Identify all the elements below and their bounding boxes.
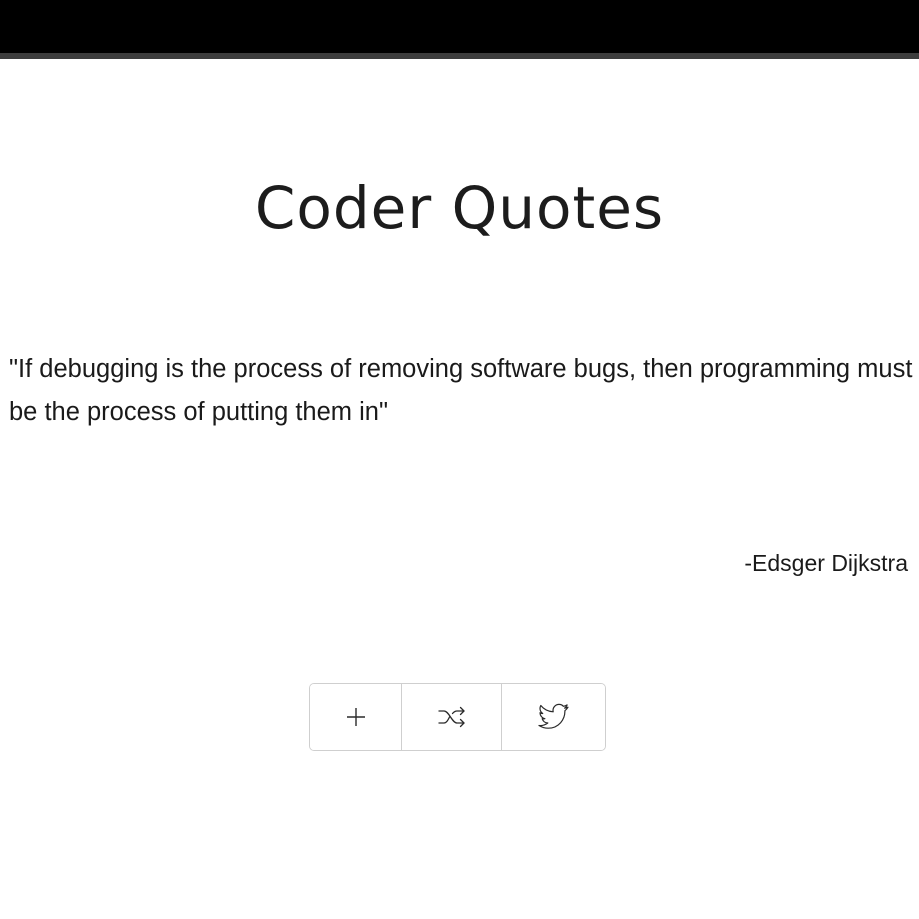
shuffle-quote-button[interactable] — [401, 684, 501, 750]
quote-author: -Edsger Dijkstra — [744, 550, 908, 576]
twitter-bird-icon — [537, 703, 569, 729]
add-quote-button[interactable] — [310, 684, 401, 750]
plus-icon — [346, 708, 365, 726]
action-button-group — [309, 683, 606, 751]
tweet-quote-button[interactable] — [501, 684, 605, 750]
top-bar — [0, 0, 919, 59]
page-title: Coder Quotes — [254, 174, 665, 242]
quote-text: "If debugging is the process of removing… — [9, 355, 913, 426]
shuffle-icon — [437, 706, 465, 728]
